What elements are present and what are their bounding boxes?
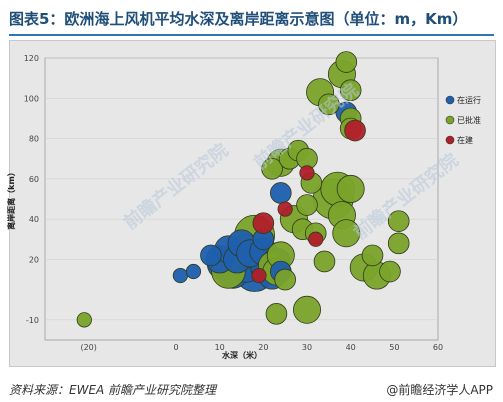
legend-marker	[445, 135, 455, 145]
y-tick-label: 40	[29, 215, 39, 224]
bubble-point	[252, 212, 275, 234]
source-note: 资料来源：EWEA 前瞻产业研究院整理	[9, 383, 217, 397]
y-axis-title: 离岸距离（km）	[6, 168, 16, 230]
bubble-point	[265, 303, 288, 325]
brand-mark: @前瞻经济学人APP	[386, 383, 493, 397]
legend-label: 在建	[457, 135, 473, 145]
title-divider	[9, 34, 494, 36]
bubble-point	[76, 312, 92, 328]
legend-label: 在运行	[457, 95, 481, 105]
y-tick-label: 100	[24, 94, 39, 103]
bubble-point	[185, 263, 202, 280]
bubble-point	[361, 244, 384, 267]
legend-marker	[445, 95, 455, 105]
bubble-point	[318, 93, 340, 116]
legend-label: 已批准	[457, 115, 481, 125]
bubble-point	[308, 231, 324, 247]
x-tick-label: 50	[389, 343, 399, 352]
bubble-point	[339, 79, 362, 102]
y-tick-label: -10	[26, 316, 39, 325]
x-axis-title: 水深（米）	[221, 350, 262, 360]
x-tick-label: 30	[302, 343, 312, 352]
bubble-point	[200, 244, 222, 267]
bubble-point	[344, 119, 366, 142]
bubble-layer	[76, 51, 410, 328]
bubble-point	[261, 157, 283, 180]
bubble-point	[299, 165, 315, 181]
bubble-point	[387, 232, 410, 255]
gridlines	[45, 57, 438, 321]
x-tick-label: (20)	[80, 343, 96, 352]
x-tick-label: 40	[346, 343, 356, 352]
bubble-point	[335, 51, 358, 73]
bubble-point	[292, 295, 321, 324]
legend-marker	[445, 115, 455, 125]
plot-area	[44, 57, 439, 341]
bubble-point	[296, 194, 318, 216]
x-tick-label: 10	[215, 343, 225, 352]
bubble-point	[269, 182, 292, 204]
x-axis-ticks: (20) 0 10 20 30 40 50 60	[80, 343, 443, 352]
bubble-point	[277, 201, 293, 217]
bubble-point	[172, 267, 188, 284]
bubble-point	[251, 267, 267, 284]
y-tick-label: 20	[29, 255, 39, 264]
bubble-point	[379, 260, 401, 283]
y-axis-ticks: -10 20 40 60 80 100 120	[24, 54, 39, 325]
y-tick-label: 120	[24, 54, 39, 63]
x-tick-label: 60	[433, 343, 443, 352]
chart-title: 图表5：欧洲海上风机平均水深及离岸距离示意图（单位：m，Km）	[9, 10, 468, 28]
bubble-point	[332, 219, 361, 248]
x-tick-label: 20	[258, 343, 268, 352]
bubble-point	[274, 268, 296, 291]
bubble-point	[336, 174, 365, 203]
bubble-point	[313, 250, 336, 273]
x-tick-label: 0	[173, 343, 178, 352]
y-tick-label: 80	[29, 135, 39, 144]
bubble-point	[387, 210, 410, 232]
y-tick-label: 60	[29, 175, 39, 184]
